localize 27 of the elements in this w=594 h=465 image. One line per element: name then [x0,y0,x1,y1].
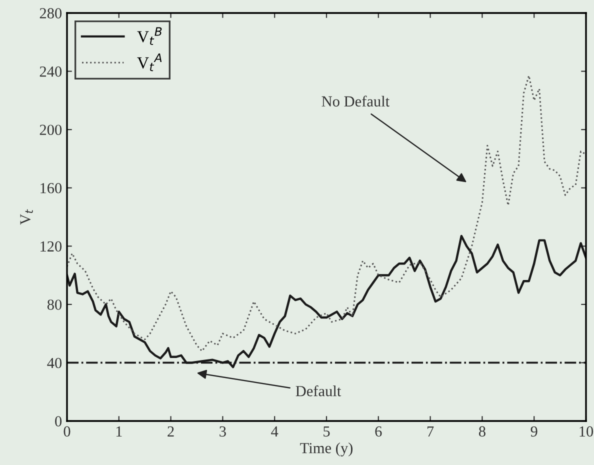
y-tick-label: 80 [47,300,62,310]
x-tick-label: 10 [580,426,594,437]
y-tick-label: 0 [55,416,62,426]
x-tick-label: 2 [168,426,174,436]
x-tick-label: 4 [271,426,278,436]
x-tick-label: 5 [324,426,330,437]
line-series [67,234,586,368]
y-tick-label: 280 [40,8,62,18]
legend-label: V$_{t}$$^{B}$ [137,27,162,45]
y-tick-label: 240 [40,66,62,77]
line-series [67,74,586,352]
y-tick-label: 120 [40,241,62,252]
y-axis-title: V$_{t}$ [20,209,33,225]
y-tick-label: 40 [47,358,62,368]
x-tick-label: 3 [220,426,226,437]
x-tick-label: 6 [375,426,382,437]
x-tick-label: 9 [530,426,538,437]
x-tick-label: 8 [478,426,486,437]
x-tick-label: 0 [64,426,70,437]
legend-label: V$_{t}$$^{A}$ [137,53,162,72]
annotation: Default [296,385,342,396]
x-axis-title: Time (y) [300,442,352,456]
y-tick-label: 160 [40,183,62,194]
x-tick-label: 7 [427,426,434,436]
annotation: No Default [322,96,390,107]
x-tick-label: 1 [116,426,122,436]
y-tick-label: 200 [40,124,62,136]
